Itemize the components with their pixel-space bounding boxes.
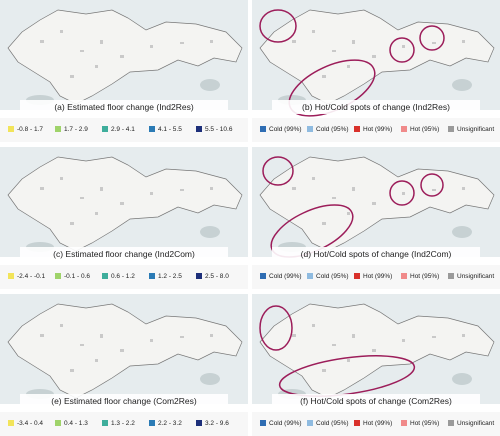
legend-swatch [401, 420, 407, 426]
panel: (c) Estimated floor change (Ind2Com) -2.4… [0, 147, 248, 289]
legend-swatch [149, 420, 155, 426]
legend-box [252, 118, 500, 142]
legend-box [252, 265, 500, 289]
legend-swatch [448, 420, 454, 426]
legend-swatch [354, 273, 360, 279]
legend-label: -0.8 - 1.7 [17, 126, 43, 133]
legend-swatch [307, 420, 313, 426]
legend-swatch [55, 273, 61, 279]
legend-label: 2.5 - 8.0 [205, 273, 229, 280]
legend-label: Cold (95%) [316, 273, 349, 280]
caption-box [20, 100, 228, 114]
legend-box [0, 118, 248, 142]
legend-swatch [307, 273, 313, 279]
legend-label: -3.4 - 0.4 [17, 420, 43, 427]
legend-swatch [149, 273, 155, 279]
legend-swatch [448, 273, 454, 279]
legend-swatch [196, 273, 202, 279]
caption-box [272, 394, 480, 408]
panel: (a) Estimated floor change (Ind2Res) -0.8… [0, 0, 248, 142]
legend-label: Cold (95%) [316, 126, 349, 133]
caption: (a) Estimated floor change (Ind2Res) [54, 102, 194, 112]
legend-swatch [260, 420, 266, 426]
caption: (b) Hot/Cold spots of change (Ind2Res) [302, 102, 450, 112]
panel: (b) Hot/Cold spots of change (Ind2Res) Co… [252, 0, 500, 142]
panel: (f) Hot/Cold spots of change (Com2Res) Co… [252, 294, 500, 436]
legend-label: Hot (95%) [410, 420, 439, 427]
legend-label: -0.1 - 0.6 [64, 273, 90, 280]
legend-label: 1.7 - 2.9 [64, 126, 88, 133]
legend-swatch [448, 126, 454, 132]
legend-swatch [8, 273, 14, 279]
legend-swatch [102, 420, 108, 426]
legend-swatch [354, 126, 360, 132]
legend-label: 2.2 - 3.2 [158, 420, 182, 427]
legend-label: Unsignificant [457, 273, 494, 280]
legend-label: 1.3 - 2.2 [111, 420, 135, 427]
legend-swatch [401, 126, 407, 132]
legend-label: Unsignificant [457, 126, 494, 133]
legend-label: Cold (95%) [316, 420, 349, 427]
legend-label: Hot (99%) [363, 126, 392, 133]
legend-swatch [196, 420, 202, 426]
legend-label: 3.2 - 9.6 [205, 420, 229, 427]
legend-label: Cold (99%) [269, 126, 302, 133]
caption: (f) Hot/Cold spots of change (Com2Res) [300, 396, 452, 406]
legend-label: 0.4 - 1.3 [64, 420, 88, 427]
legend-label: Hot (99%) [363, 273, 392, 280]
legend-swatch [307, 126, 313, 132]
legend-label: Cold (99%) [269, 273, 302, 280]
caption: (c) Estimated floor change (Ind2Com) [53, 249, 195, 259]
legend-label: Hot (95%) [410, 126, 439, 133]
legend-box [0, 412, 248, 436]
legend-swatch [260, 126, 266, 132]
caption-box [20, 394, 228, 408]
legend-label: Hot (99%) [363, 420, 392, 427]
legend-label: Hot (95%) [410, 273, 439, 280]
caption-box [272, 100, 480, 114]
caption-box [20, 247, 228, 261]
legend-label: 4.1 - 5.5 [158, 126, 182, 133]
legend-swatch [55, 126, 61, 132]
legend-box [252, 412, 500, 436]
legend-swatch [102, 126, 108, 132]
legend-label: -2.4 - -0.1 [17, 273, 46, 280]
legend-swatch [260, 273, 266, 279]
legend-swatch [55, 420, 61, 426]
legend-label: 1.2 - 2.5 [158, 273, 182, 280]
legend-box [0, 265, 248, 289]
legend-swatch [196, 126, 202, 132]
legend-swatch [149, 126, 155, 132]
legend-label: 5.5 - 10.6 [205, 126, 233, 133]
caption: (e) Estimated floor change (Com2Res) [51, 396, 197, 406]
legend-swatch [401, 273, 407, 279]
caption: (d) Hot/Cold spots of change (Ind2Com) [301, 249, 452, 259]
legend-label: Unsignificant [457, 420, 494, 427]
legend-label: 2.9 - 4.1 [111, 126, 135, 133]
legend-label: Cold (99%) [269, 420, 302, 427]
legend-swatch [354, 420, 360, 426]
legend-swatch [8, 420, 14, 426]
legend-label: 0.6 - 1.2 [111, 273, 135, 280]
legend-swatch [8, 126, 14, 132]
legend-swatch [102, 273, 108, 279]
panel: (e) Estimated floor change (Com2Res) -3.4… [0, 294, 248, 436]
caption-box [272, 247, 480, 261]
panel: (d) Hot/Cold spots of change (Ind2Com) Co… [252, 147, 500, 289]
